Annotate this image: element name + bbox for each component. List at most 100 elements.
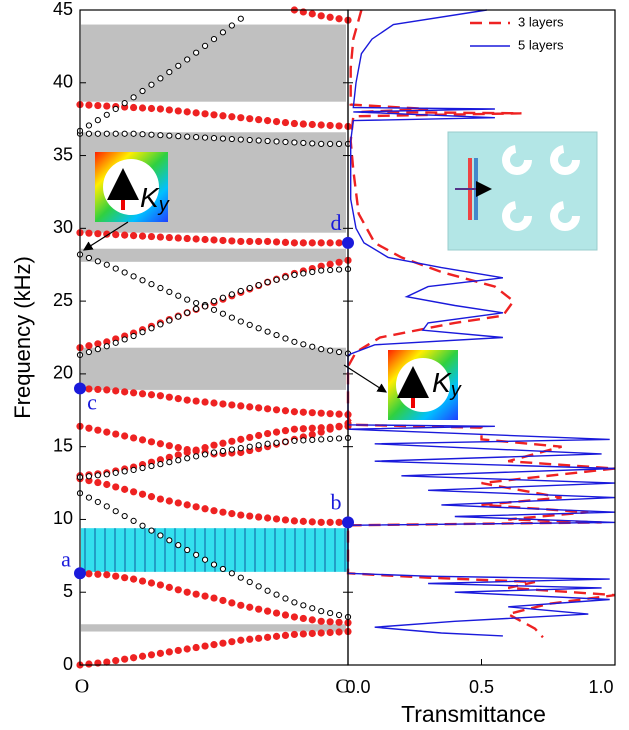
band-point-fill xyxy=(193,134,200,141)
band-point xyxy=(318,608,325,615)
right-frame xyxy=(347,9,616,666)
band-point xyxy=(317,428,325,436)
band-point xyxy=(210,399,218,407)
band-point-fill xyxy=(309,140,316,147)
band-point-fill xyxy=(94,570,102,578)
band-point-fill xyxy=(148,281,155,288)
band-point-fill xyxy=(166,132,173,139)
band-point-fill xyxy=(255,282,262,289)
point-label: b xyxy=(331,489,342,514)
band-point-fill xyxy=(246,443,253,450)
band-point-fill xyxy=(147,232,156,241)
band-point-fill xyxy=(112,469,119,476)
band-point-fill xyxy=(139,522,146,529)
band-point-fill xyxy=(246,136,253,144)
band-point xyxy=(237,114,245,122)
band-point xyxy=(290,517,298,525)
y-tick-label: 10 xyxy=(53,508,73,528)
band-point xyxy=(290,425,298,433)
band-point-fill xyxy=(94,346,101,353)
band-point-fill xyxy=(201,303,209,310)
band-point-fill xyxy=(201,235,209,244)
band-point-fill xyxy=(175,313,182,320)
y-tick-label: 25 xyxy=(53,290,73,310)
band-point xyxy=(317,12,325,20)
inset-label: Ky xyxy=(140,182,170,216)
band-point xyxy=(318,267,325,274)
band-point xyxy=(103,471,110,478)
band-point-fill xyxy=(335,618,343,626)
band-point xyxy=(103,571,111,579)
band-point-fill xyxy=(308,430,316,439)
band-point xyxy=(130,130,137,137)
band-point-fill xyxy=(219,294,227,301)
band-point-fill xyxy=(138,490,147,498)
band-point xyxy=(291,437,298,444)
band-point-fill xyxy=(273,276,280,283)
band-point-fill xyxy=(147,391,156,399)
band-point xyxy=(130,273,137,280)
band-point-fill xyxy=(112,339,119,346)
band-point-fill xyxy=(94,258,101,265)
band-point xyxy=(184,56,191,63)
band-point-fill xyxy=(335,122,343,130)
band-point-fill xyxy=(326,260,334,268)
band-point xyxy=(210,441,218,449)
band-point xyxy=(290,613,298,621)
band-point-fill xyxy=(228,570,235,577)
band-point-fill xyxy=(281,516,290,524)
band-point-fill xyxy=(272,609,281,617)
band-point-fill xyxy=(85,385,93,393)
band-point-fill xyxy=(94,340,102,348)
band-point-fill xyxy=(174,107,182,115)
mode-point xyxy=(342,516,354,529)
band-point-fill xyxy=(85,254,93,262)
band-point-fill xyxy=(94,426,102,434)
k-symbol: K xyxy=(432,367,452,398)
band-point-fill xyxy=(166,459,173,466)
band-point-fill xyxy=(193,453,200,460)
band-point-fill xyxy=(148,462,155,470)
band-point xyxy=(130,575,138,583)
band-point-fill xyxy=(85,229,93,237)
band-point xyxy=(210,507,218,515)
band-point xyxy=(156,105,164,113)
band-point-fill xyxy=(112,387,120,395)
band-point-fill xyxy=(174,499,182,507)
band-point-fill xyxy=(201,451,209,458)
band-point-fill xyxy=(299,517,307,525)
band-point xyxy=(290,408,298,416)
band-point xyxy=(291,139,298,146)
band-point-fill xyxy=(165,497,173,505)
band-point-fill xyxy=(327,347,334,354)
band-point-fill xyxy=(246,433,254,442)
band-point-fill xyxy=(85,348,93,356)
band-point-fill xyxy=(228,135,235,143)
band-point xyxy=(103,130,110,137)
band-point-fill xyxy=(112,130,119,137)
band-point xyxy=(210,449,218,456)
band-point xyxy=(210,561,218,568)
band-point-fill xyxy=(309,605,316,612)
band-point xyxy=(103,111,110,118)
band-point-fill xyxy=(246,321,253,328)
band-point-fill xyxy=(175,292,182,299)
x-axis-title: Transmittance xyxy=(401,701,546,727)
band-point xyxy=(290,239,298,247)
band-point-fill xyxy=(219,112,227,120)
band-point-fill xyxy=(121,336,128,343)
band-point xyxy=(210,641,218,649)
band-point-fill xyxy=(273,591,280,598)
band-point-fill xyxy=(219,135,227,142)
band-point-fill xyxy=(121,269,128,276)
structure-inset xyxy=(447,131,598,251)
k-symbol: K xyxy=(140,182,160,213)
band-point-fill xyxy=(192,590,200,598)
band-point-fill xyxy=(327,435,334,443)
band-point-fill xyxy=(192,109,200,117)
band-point-fill xyxy=(335,410,343,418)
band-point xyxy=(264,587,271,594)
band-point xyxy=(317,239,325,247)
band-point-fill xyxy=(219,565,227,573)
band-point-fill xyxy=(335,611,343,619)
